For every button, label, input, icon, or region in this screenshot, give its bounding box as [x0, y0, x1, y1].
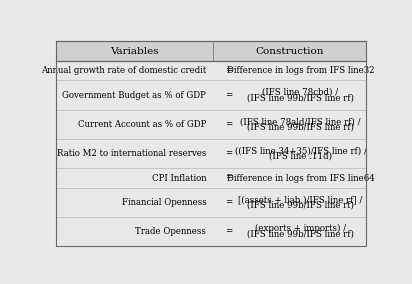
Text: =: = [225, 149, 232, 158]
Text: =: = [225, 198, 232, 207]
Text: (exports + imports) /: (exports + imports) / [255, 224, 346, 233]
Text: Annual growth rate of domestic credit: Annual growth rate of domestic credit [41, 66, 206, 76]
Text: Difference in logs from IFS line32: Difference in logs from IFS line32 [227, 66, 375, 76]
Text: (IFS line .11d): (IFS line .11d) [269, 152, 332, 161]
Text: (IFS line 78ald/IFS line rf) /: (IFS line 78ald/IFS line rf) / [240, 117, 361, 126]
Text: (IFS line 99b/IFS line rf): (IFS line 99b/IFS line rf) [247, 200, 354, 209]
Text: Construction: Construction [255, 47, 324, 56]
Text: Government Budget as % of GDP: Government Budget as % of GDP [63, 91, 206, 100]
Text: Difference in logs from IFS line64: Difference in logs from IFS line64 [227, 174, 375, 183]
Bar [56, 41, 366, 61]
Text: ((IFS line 34+35)/IFS line rf) /: ((IFS line 34+35)/IFS line rf) / [234, 147, 367, 156]
Text: Trade Openness: Trade Openness [136, 227, 206, 236]
Text: (IFS line 99b/IFS line rf): (IFS line 99b/IFS line rf) [247, 93, 354, 102]
Text: CPI Inflation: CPI Inflation [152, 174, 206, 183]
Text: [(assets + liab.)/IFS line rf] /: [(assets + liab.)/IFS line rf] / [239, 195, 363, 204]
Text: =: = [225, 227, 232, 236]
Text: Ratio M2 to international reserves: Ratio M2 to international reserves [57, 149, 206, 158]
Text: =: = [225, 174, 232, 183]
Text: (IFS line 78cbd) /: (IFS line 78cbd) / [262, 88, 339, 97]
Text: (IFS line 99b/IFS line rf): (IFS line 99b/IFS line rf) [247, 230, 354, 239]
Text: =: = [225, 120, 232, 129]
Text: Financial Openness: Financial Openness [122, 198, 206, 207]
Text: (IFS line 99b/IFS line rf): (IFS line 99b/IFS line rf) [247, 123, 354, 131]
Text: =: = [225, 91, 232, 100]
Text: Current Account as % of GDP: Current Account as % of GDP [78, 120, 206, 129]
Text: Variables: Variables [110, 47, 159, 56]
Text: =: = [225, 66, 232, 76]
